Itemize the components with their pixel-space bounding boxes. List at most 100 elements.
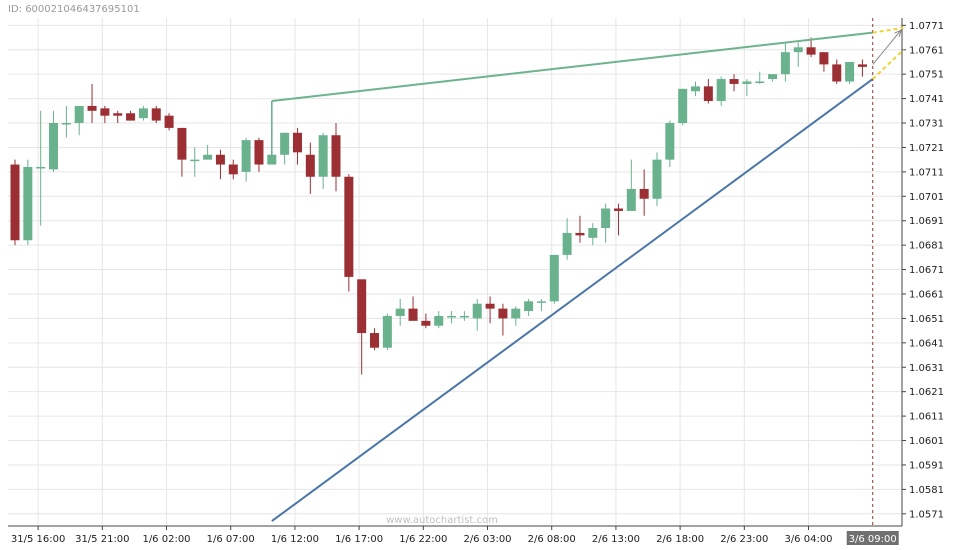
y-tick-label: 1.0721 (909, 143, 944, 154)
y-tick-label: 1.0601 (909, 436, 944, 447)
candle-body-down (344, 176, 354, 277)
candle-body-down (819, 52, 829, 65)
candle-body-up (74, 105, 84, 124)
y-tick-label: 1.0681 (909, 241, 944, 252)
y-tick-label: 1.0591 (909, 460, 944, 471)
forecast-line (872, 26, 904, 34)
candle-body-up (472, 303, 482, 319)
y-tick-label: 1.0671 (909, 265, 944, 276)
candle-body-down (228, 164, 238, 175)
candle-body-down (613, 208, 623, 211)
forecast-arrow-head (894, 29, 902, 38)
y-tick-label: 1.0611 (909, 412, 944, 423)
candle-body-up (678, 88, 688, 124)
candle-body-up (742, 81, 752, 84)
candle-body-down (113, 113, 123, 116)
candle-body-down (215, 154, 225, 165)
y-tick-label: 1.0731 (909, 119, 944, 130)
candle-body-up (524, 301, 534, 312)
candle-body-up (780, 52, 790, 75)
current-time-label-box (846, 531, 899, 545)
x-tick-label: 2/6 13:00 (592, 534, 640, 545)
candle-body-down (331, 135, 341, 177)
x-tick-label: 31/5 21:00 (75, 534, 129, 545)
y-tick-label: 1.0701 (909, 192, 944, 203)
candle-body-down (485, 303, 495, 309)
y-tick-label: 1.0691 (909, 216, 944, 227)
x-tick-label: 1/6 17:00 (335, 534, 383, 545)
candle-body-up (138, 108, 148, 119)
x-tick-label: 2/6 08:00 (528, 534, 576, 545)
x-tick-label: 1/6 12:00 (271, 534, 319, 545)
x-tick-label: 1/6 22:00 (399, 534, 447, 545)
resistance-trendline (271, 31, 873, 103)
current-time-label: 3/6 09:00 (849, 534, 897, 545)
candle-body-up (845, 61, 855, 82)
candle-body-up (23, 166, 33, 241)
candle-body-down (832, 64, 842, 82)
candle-body-up (755, 81, 765, 83)
candle-body-down (254, 140, 264, 165)
candle-body-down (87, 105, 97, 111)
y-tick-label: 1.0711 (909, 167, 944, 178)
candle-body-up (716, 79, 726, 102)
x-tick-label: 3/6 04:00 (784, 534, 832, 545)
support-trendline (271, 78, 874, 522)
candle-body-up (434, 315, 444, 326)
y-tick-label: 1.0661 (909, 289, 944, 300)
candle-body-up (318, 135, 328, 177)
candle-body-down (806, 47, 816, 55)
candle-body-down (100, 108, 110, 116)
candle-body-down (703, 86, 713, 102)
candle-body-down (292, 132, 302, 153)
candle-body-up (511, 308, 521, 319)
candle-body-up (280, 132, 290, 155)
y-tick-label: 1.0751 (909, 70, 944, 81)
candle-body-up (768, 74, 778, 80)
y-tick-label: 1.0631 (909, 363, 944, 374)
y-tick-label: 1.0771 (909, 21, 944, 32)
candle-body-down (408, 308, 418, 321)
candle-body-down (305, 154, 315, 177)
x-tick-label: 2/6 23:00 (720, 534, 768, 545)
candle-body-down (729, 79, 739, 84)
candle-body-up (691, 86, 701, 92)
y-tick-label: 1.0571 (909, 509, 944, 520)
candle-body-up (395, 308, 405, 316)
candle-body-down (370, 333, 380, 348)
candle-body-up (459, 315, 469, 318)
y-tick-label: 1.0761 (909, 45, 944, 56)
candle-body-up (49, 123, 59, 170)
candle-body-up (652, 159, 662, 199)
candle-body-up (588, 228, 598, 238)
y-tick-label: 1.0741 (909, 94, 944, 105)
forecast-line (872, 49, 905, 80)
candle-body-up (793, 47, 803, 53)
x-tick-label: 1/6 02:00 (142, 534, 190, 545)
candle-body-up (601, 208, 611, 229)
candle-body-down (126, 113, 136, 121)
candle-body-up (61, 123, 71, 125)
forecast-arrow-shaft (872, 29, 902, 65)
candle-body-up (203, 154, 213, 160)
candle-body-up (190, 159, 200, 162)
candle-body-up (549, 254, 559, 302)
candle-body-down (177, 127, 187, 160)
candle-body-down (857, 64, 867, 67)
x-tick-label: 31/5 16:00 (11, 534, 65, 545)
candle-body-up (626, 188, 636, 211)
x-tick-label: 1/6 07:00 (207, 534, 255, 545)
candle-body-up (447, 315, 457, 318)
y-tick-label: 1.0641 (909, 338, 944, 349)
candle-body-up (382, 315, 392, 348)
candle-body-down (151, 108, 161, 121)
y-tick-label: 1.0581 (909, 485, 944, 496)
candle-body-down (498, 308, 508, 319)
watermark: www.autochartist.com (386, 515, 498, 526)
candle-body-down (421, 320, 431, 326)
candle-body-up (562, 232, 572, 255)
y-tick-label: 1.0621 (909, 387, 944, 398)
candle-body-up (36, 166, 46, 169)
